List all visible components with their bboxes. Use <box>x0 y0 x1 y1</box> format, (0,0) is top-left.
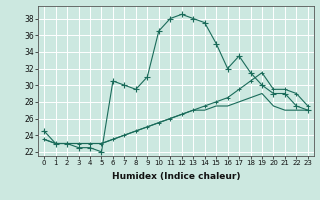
X-axis label: Humidex (Indice chaleur): Humidex (Indice chaleur) <box>112 172 240 181</box>
